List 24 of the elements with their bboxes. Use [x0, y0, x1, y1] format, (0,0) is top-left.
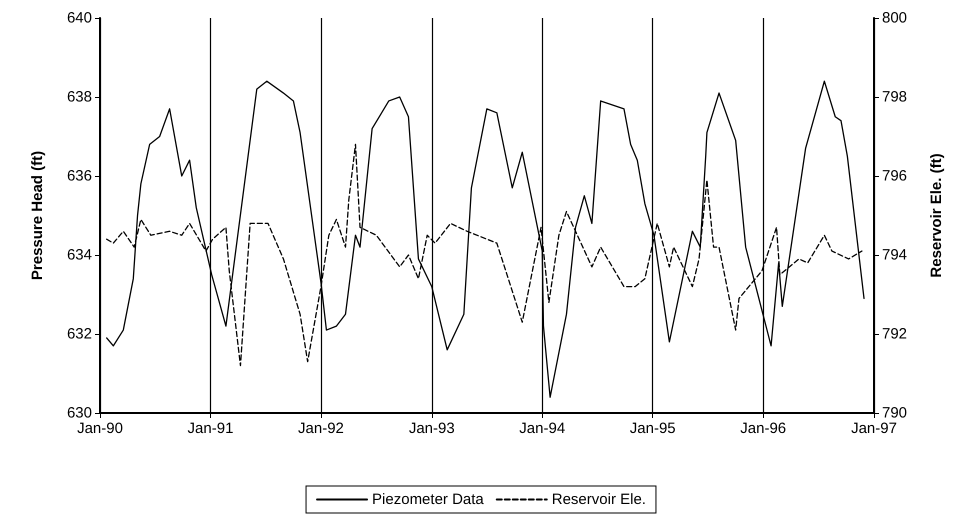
y2-tick-label: 790	[882, 404, 908, 422]
y2-tick-label: 792	[882, 326, 908, 342]
y2-tick-label: 794	[882, 246, 908, 264]
y-tick-label: 636	[66, 168, 92, 184]
x-tick-label: Jan-97	[851, 420, 897, 437]
y-tick-label: 632	[66, 326, 92, 342]
x-tick-label: Jan-91	[188, 420, 234, 437]
x-tick-label: Jan-93	[408, 420, 455, 437]
y2-axis-title: Reservoir Ele. (ft)	[928, 153, 945, 278]
legend-label: Reservoir Ele.	[552, 491, 646, 508]
x-tick-label: Jan-96	[740, 420, 786, 437]
legend-label: Piezometer Data	[372, 491, 484, 508]
y-tick-label: 638	[66, 88, 92, 106]
x-tick-label: Jan-94	[519, 420, 566, 437]
y-tick-label: 640	[66, 10, 92, 26]
y2-tick-label: 800	[882, 10, 908, 26]
y-tick-label: 634	[66, 246, 92, 264]
x-tick-label: Jan-95	[630, 420, 676, 437]
y2-tick-label: 796	[882, 168, 908, 184]
y-tick-label: 630	[66, 404, 92, 422]
x-tick-label: Jan-92	[298, 420, 344, 437]
y-axis-title: Pressure Head (ft)	[29, 150, 46, 280]
y2-tick-label: 798	[882, 88, 908, 106]
x-tick-label: Jan-90	[77, 420, 123, 437]
